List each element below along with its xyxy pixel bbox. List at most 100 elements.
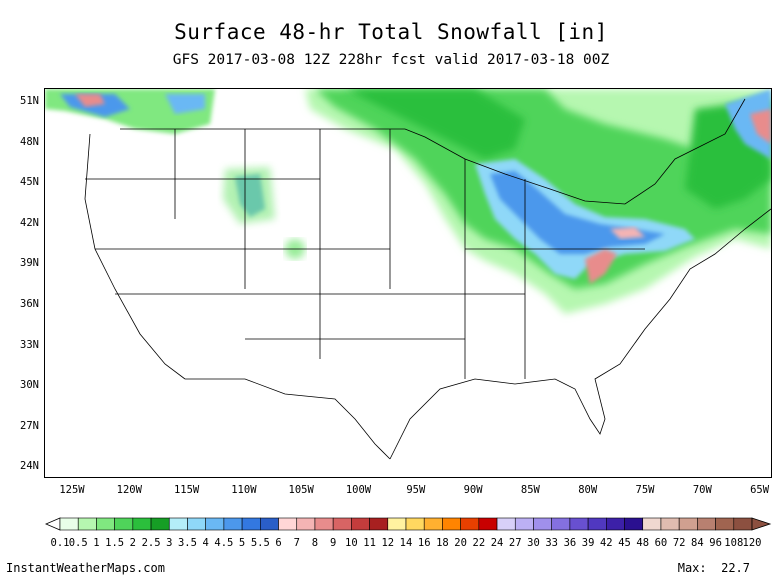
colorbar-swatch: [296, 517, 316, 531]
snow-pink-spot: [585, 249, 617, 284]
colorbar-tick-label: 45: [618, 537, 631, 549]
colorbar-swatch: [369, 517, 389, 531]
colorbar-tick-label: 9: [329, 537, 337, 549]
snowfall-shading: [45, 89, 771, 314]
colorbar-tick-label: 1: [93, 537, 100, 549]
colorbar-swatch: [569, 517, 589, 531]
lat-label: 39N: [20, 257, 39, 270]
colorbar-tick-label: 7: [293, 537, 300, 549]
map-title: Surface 48-hr Total Snowfall [in]: [174, 20, 608, 44]
colorbar-tick-label: 5: [238, 537, 246, 549]
colorbar-tick-label: 14: [399, 537, 413, 549]
colorbar-tick-label: 8: [311, 537, 319, 549]
lon-label: 80W: [578, 484, 598, 496]
colorbar-tick-label: 2.5: [141, 537, 161, 549]
colorbar-tick-label: 60: [654, 537, 668, 549]
colorbar-tick-label: 3.5: [177, 537, 197, 549]
colorbar-swatch: [442, 517, 461, 531]
colorbar-tick-label: 12: [381, 537, 395, 549]
colorbar-swatch: [624, 517, 644, 531]
colorbar-swatch: [478, 517, 498, 531]
lat-label: 48N: [20, 135, 39, 148]
lat-label: 45N: [20, 176, 39, 189]
colorbar-tick-label: 72: [672, 537, 686, 549]
colorbar-swatch: [606, 517, 625, 531]
colorbar-swatch: [260, 517, 279, 531]
colorbar-tick-label: 11: [363, 537, 376, 549]
colorbar-tick-label: 120: [742, 537, 762, 549]
colorbar-swatch: [150, 517, 170, 531]
snow-ne-corner-pink: [750, 109, 771, 144]
lon-label: 100W: [345, 484, 372, 496]
colorbar-tick-label: 84: [691, 537, 704, 549]
colorbar-tick-label: 22: [472, 537, 486, 549]
colorbar-swatch: [332, 517, 352, 531]
site-credit: InstantWeatherMaps.com: [6, 561, 165, 575]
lon-label: 70W: [692, 484, 712, 496]
lat-label: 33N: [20, 338, 39, 351]
colorbar-swatch: [59, 517, 79, 531]
colorbar-swatch: [168, 517, 188, 531]
colorbar: [44, 517, 772, 531]
snow-nw-blue-2: [165, 94, 205, 114]
colorbar-swatch: [187, 517, 206, 531]
lon-label: 115W: [173, 484, 200, 496]
boundaries: [84, 98, 772, 460]
colorbar-swatch: [351, 517, 370, 531]
lon-label: 95W: [406, 484, 426, 496]
colorbar-swatch: [551, 517, 571, 531]
colorbar-tick-label: 39: [581, 537, 595, 549]
colorbar-swatch: [132, 517, 152, 531]
colorbar-tick-label: 2: [129, 537, 136, 549]
map-subtitle: GFS 2017-03-08 12Z 228hr fcst valid 2017…: [172, 52, 610, 68]
lat-label: 42N: [20, 216, 39, 229]
colorbar-swatch: [223, 517, 243, 531]
colorbar-swatch: [533, 517, 552, 531]
colorbar-tick-label: 36: [563, 537, 577, 549]
map-canvas: [45, 89, 772, 460]
lat-label: 24N: [20, 460, 39, 473]
colorbar-tick-label: 18: [436, 537, 449, 549]
colorbar-swatch: [96, 517, 115, 531]
colorbar-tick-label: 0.5: [68, 537, 88, 549]
colorbar-swatch: [460, 517, 480, 531]
colorbar-swatch: [205, 517, 225, 531]
colorbar-tick-label: 27: [508, 537, 522, 549]
snow-pink-spot-2: [610, 227, 645, 239]
colorbar-swatch: [114, 517, 134, 531]
lon-label: 105W: [288, 484, 314, 496]
colorbar-tick-label: 1.5: [105, 537, 125, 549]
lat-label: 36N: [20, 298, 39, 310]
lat-label: 51N: [20, 95, 39, 107]
snow-dark-green: [345, 89, 525, 159]
colorbar-swatch: [423, 517, 443, 531]
colorbar-swatch: [733, 517, 753, 531]
lon-label: 65W: [750, 484, 770, 496]
snow-rockies-green: [223, 167, 275, 224]
colorbar-tick-label: 0.1: [50, 537, 70, 549]
colorbar-swatch: [405, 517, 425, 531]
colorbar-arrow-left: [44, 517, 61, 531]
colorbar-tick-label: 4: [202, 537, 209, 549]
lon-label: 110W: [231, 484, 257, 496]
lon-label: 120W: [116, 484, 142, 496]
colorbar-swatch: [678, 517, 698, 531]
max-value-readout: Max: 22.7: [678, 561, 750, 575]
lon-label: 125W: [59, 484, 85, 496]
colorbar-swatch: [715, 517, 735, 531]
colorbar-tick-label: 42: [599, 537, 613, 549]
colorbar-tick-label: 20: [454, 537, 467, 549]
lat-label: 30N: [20, 379, 39, 392]
colorbar-tick-label: 96: [709, 537, 722, 549]
colorbar-swatch: [387, 517, 407, 531]
snow-nw-pink: [75, 94, 105, 107]
colorbar-tick-label: 5.5: [250, 537, 270, 549]
colorbar-swatch: [642, 517, 662, 531]
max-label: Max:: [677, 561, 707, 575]
colorbar-swatch: [241, 517, 261, 531]
colorbar-swatch: [77, 517, 97, 531]
colorbar-tick-label: 16: [417, 537, 431, 549]
colorbar-swatch: [514, 517, 534, 531]
colorbar-tick-label: 48: [636, 537, 650, 549]
max-value: 22.7: [721, 561, 750, 575]
